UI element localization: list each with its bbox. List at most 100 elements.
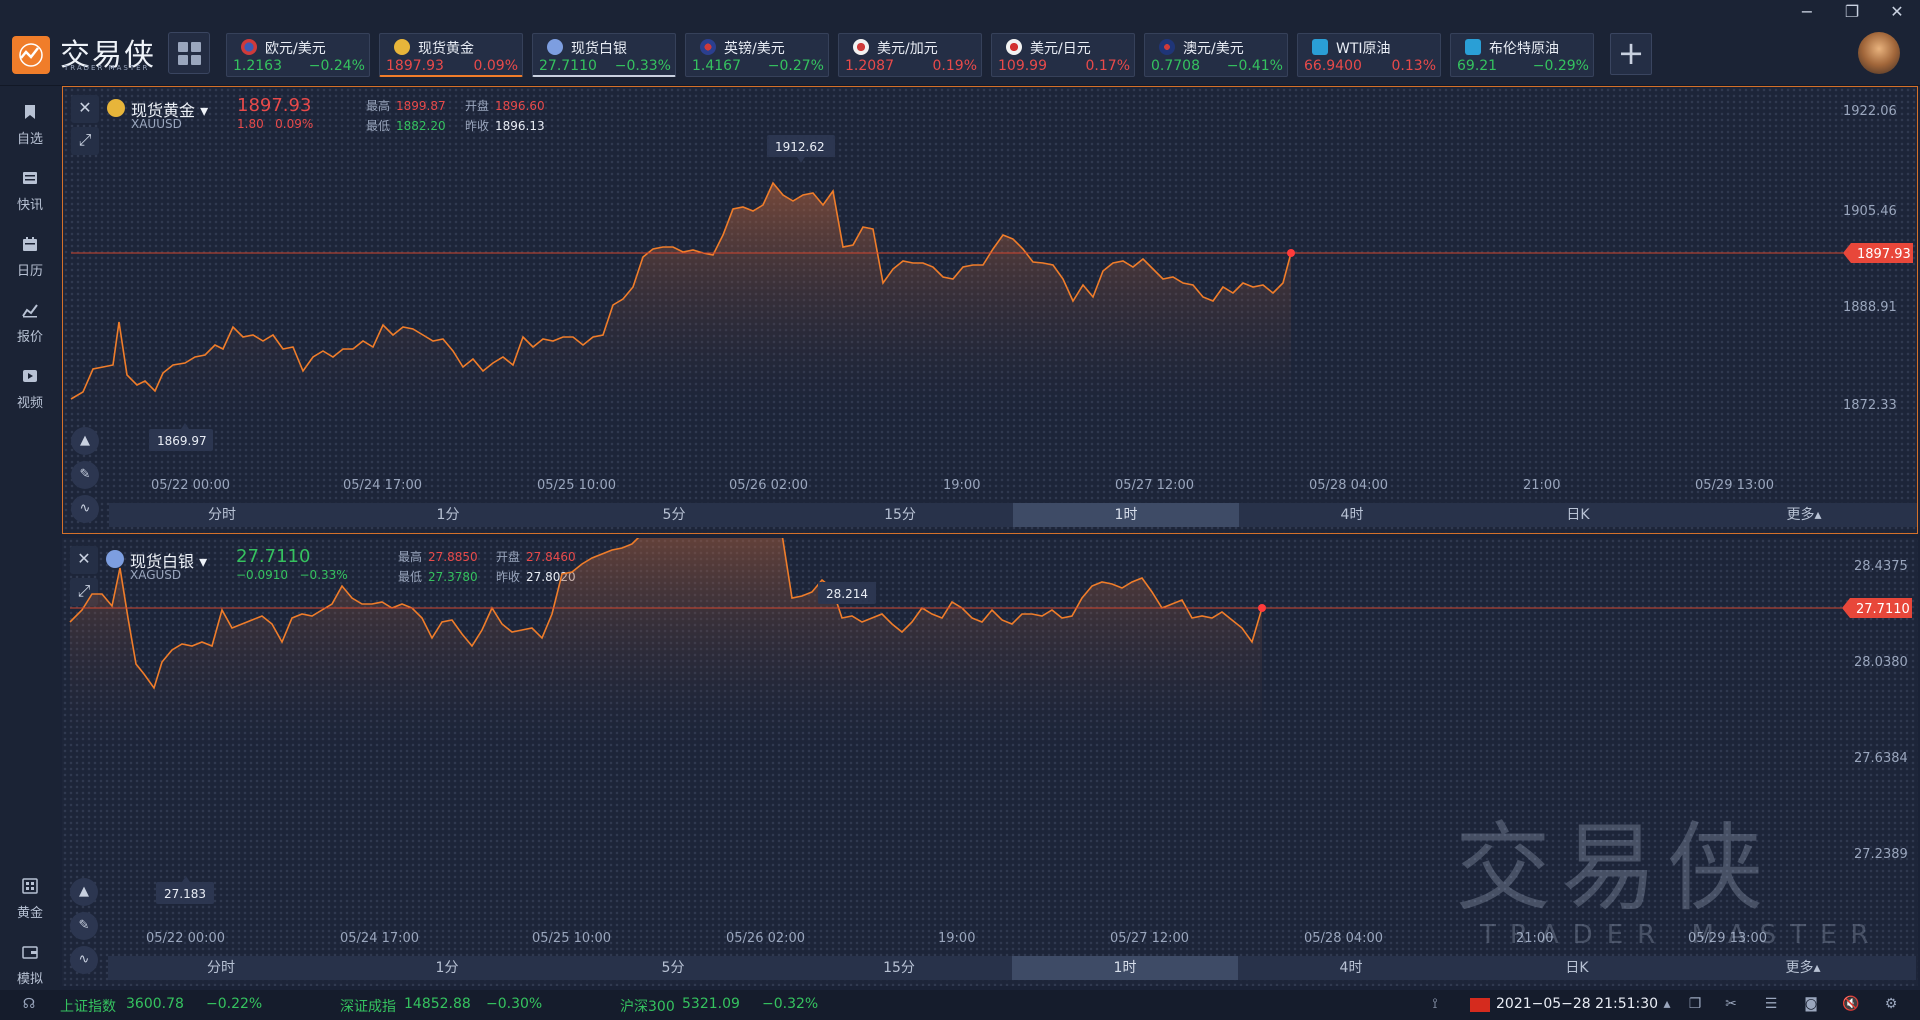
sidebar-item-watchlist[interactable]: 自选 (0, 96, 60, 152)
ticker-name: 布伦特原油 (1489, 41, 1559, 57)
ticker-eurusd[interactable]: 欧元/美元 1.2163 −0.24% (226, 33, 370, 77)
close-panel-button[interactable]: ✕ (70, 546, 98, 574)
headset-icon[interactable]: ☊ (22, 996, 36, 1012)
sidebar-item-quotes[interactable]: 报价 (0, 294, 60, 350)
mute-icon[interactable]: 🔇 (1842, 996, 1860, 1012)
gold-price-chart[interactable]: 1897.93 1912.62 1869.97 1922.06 1905.46 … (63, 87, 1918, 534)
ticker-name: 现货白银 (571, 41, 627, 57)
ticker-wti[interactable]: WTI原油 66.9400 0.13% (1297, 33, 1441, 77)
list-icon[interactable]: ☰ (1764, 996, 1778, 1012)
ticker-silver[interactable]: 现货白银 27.7110 −0.33% (532, 33, 676, 77)
close-button[interactable]: ✕ (1882, 2, 1912, 21)
silver-coin-icon (547, 39, 563, 55)
gold-coin-icon (107, 99, 125, 117)
tf-4h[interactable]: 4时 (1339, 960, 1363, 976)
last-price: 1897.93 (237, 95, 312, 116)
ticker-gbpusd[interactable]: 英镑/美元 1.4167 −0.27% (685, 33, 829, 77)
draw-tool-button[interactable]: ✎ (70, 912, 98, 940)
x-tick-label: 05/24 17:00 (340, 931, 419, 946)
ticker-price: 1.4167 (692, 58, 741, 74)
top-bar: 交易侠 TRADER MASTER 欧元/美元 1.2163 −0.24% 现货… (0, 0, 1920, 86)
indicator-button[interactable]: ∿ (70, 946, 98, 974)
change-pct: −0.33% (299, 568, 348, 582)
tf-tick[interactable]: 分时 (208, 507, 236, 523)
current-price-tag: 1897.93 (1843, 243, 1913, 263)
user-avatar[interactable] (1858, 32, 1900, 74)
window-icon[interactable]: ❐ (1688, 996, 1702, 1012)
symbol-name: 现货白银 (130, 552, 195, 571)
ticker-change: −0.41% (1226, 58, 1283, 74)
sidebar-item-news[interactable]: 快讯 (0, 162, 60, 218)
calendar-icon (23, 237, 37, 251)
sidebar-item-label: 自选 (16, 132, 43, 147)
indicator-icon: ∿ (79, 501, 91, 516)
timeframe-bar: 分时 1分 5分 15分 1时 4时 日K 更多▴ (108, 956, 1916, 980)
ticker-name: 美元/日元 (1030, 41, 1091, 57)
x-tick-label: 05/29 13:00 (1695, 478, 1774, 493)
add-ticker-button[interactable]: + (1610, 33, 1652, 75)
tf-5m[interactable]: 5分 (662, 507, 686, 523)
chart-type-button[interactable]: ▲ (70, 878, 98, 906)
tf-1h[interactable]: 1时 (1013, 503, 1239, 527)
tf-4h[interactable]: 4时 (1340, 507, 1364, 523)
symbol-name-dropdown[interactable]: 现货白银 ▾ (130, 548, 207, 572)
camera-icon[interactable]: ◙ (1804, 996, 1818, 1012)
network-icon[interactable]: ⟟ (1432, 996, 1438, 1012)
mountain-chart-icon: ▲ (80, 433, 90, 448)
close-panel-button[interactable]: ✕ (71, 95, 99, 123)
tf-1m[interactable]: 1分 (435, 960, 459, 976)
ticker-price: 1897.93 (386, 58, 444, 74)
x-tick-label: 05/28 04:00 (1309, 478, 1388, 493)
current-price-label: 27.7110 (1856, 602, 1910, 617)
timeframe-bar: 分时 1分 5分 15分 1时 4时 日K 更多▴ (109, 503, 1917, 527)
chart-type-button[interactable]: ▲ (71, 427, 99, 455)
tf-5m[interactable]: 5分 (661, 960, 685, 976)
tf-more[interactable]: 更多▴ (1785, 960, 1821, 976)
ticker-audusd[interactable]: 澳元/美元 0.7708 −0.41% (1144, 33, 1288, 77)
y-tick-label: 28.0380 (1854, 655, 1908, 670)
sidebar-item-gold[interactable]: 黄金 (0, 870, 60, 926)
tf-more[interactable]: 更多▴ (1786, 507, 1822, 523)
expand-panel-button[interactable]: ⤢ (70, 578, 98, 606)
caret-up-icon[interactable]: ▴ (1663, 996, 1671, 1012)
settings-icon[interactable]: ⚙ (1884, 996, 1898, 1012)
layout-grid-button[interactable] (168, 32, 210, 74)
tf-1d[interactable]: 日K (1565, 960, 1589, 976)
silver-chart-panel: ✕ ⤢ 现货白银 ▾ XAGUSD 27.7110 −0.0910 −0.33%… (62, 538, 1918, 986)
tf-tick[interactable]: 分时 (207, 960, 235, 976)
change-abs: 1.80 (237, 117, 264, 131)
x-tick-label: 05/22 00:00 (151, 478, 230, 493)
x-tick-label: 19:00 (943, 478, 980, 493)
open-stat: 开盘 27.8460 (496, 550, 576, 564)
quote-chart-icon (22, 304, 38, 318)
expand-panel-button[interactable]: ⤢ (71, 127, 99, 155)
tf-1h[interactable]: 1时 (1012, 956, 1238, 980)
tf-1d[interactable]: 日K (1566, 507, 1590, 523)
grid-icon (178, 42, 188, 52)
tf-15m[interactable]: 15分 (883, 960, 915, 976)
sidebar-item-video[interactable]: 视频 (0, 360, 60, 416)
draw-tool-button[interactable]: ✎ (71, 461, 99, 489)
symbol-name-dropdown[interactable]: 现货黄金 ▾ (131, 97, 208, 121)
indicator-button[interactable]: ∿ (71, 495, 99, 523)
current-price-tag: 27.7110 (1842, 598, 1912, 618)
tf-15m[interactable]: 15分 (884, 507, 916, 523)
minimize-button[interactable]: − (1792, 2, 1822, 21)
sidebar-item-simulate[interactable]: 模拟 (0, 936, 60, 992)
y-tick-label: 1905.46 (1843, 204, 1897, 219)
ticker-gold[interactable]: 现货黄金 1897.93 0.09% (379, 33, 523, 77)
tf-1m[interactable]: 1分 (436, 507, 460, 523)
plus-icon: + (1617, 34, 1645, 72)
open-stat: 开盘 1896.60 (465, 99, 545, 113)
sidebar-item-calendar[interactable]: 日历 (0, 228, 60, 284)
restore-button[interactable]: ❐ (1837, 2, 1867, 21)
tools-icon[interactable]: ✂ (1725, 996, 1737, 1012)
news-icon (23, 172, 37, 184)
flag-cn-icon (1470, 998, 1490, 1012)
sidebar-item-label: 报价 (16, 330, 43, 345)
silver-price-chart[interactable]: 27.7110 28.214 27.183 28.4375 28.0380 27… (62, 538, 1918, 986)
ticker-usdjpy[interactable]: 美元/日元 109.99 0.17% (991, 33, 1135, 77)
ticker-brent[interactable]: 布伦特原油 69.21 −0.29% (1450, 33, 1594, 77)
ticker-change: −0.33% (614, 58, 671, 74)
ticker-usdcad[interactable]: 美元/加元 1.2087 0.19% (838, 33, 982, 77)
